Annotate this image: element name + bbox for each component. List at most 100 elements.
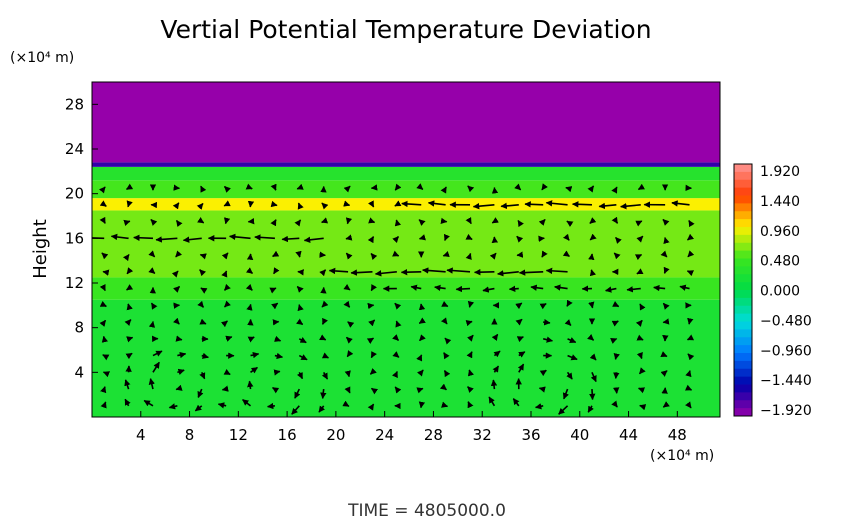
wind-vector	[590, 238, 592, 240]
colorbar-segment	[734, 298, 752, 306]
wind-vector	[275, 188, 276, 190]
colorbar-segment	[734, 266, 752, 274]
colorbar-segment	[734, 259, 752, 267]
colorbar-tick-label: −1.920	[760, 403, 812, 419]
wind-vector	[251, 188, 253, 189]
wind-vector	[104, 320, 105, 322]
colorbar-segment	[734, 400, 752, 408]
wind-vector	[641, 221, 642, 222]
wind-vector	[616, 187, 617, 188]
wind-vector	[640, 304, 641, 305]
wind-vector	[348, 289, 350, 290]
wind-vector	[225, 186, 227, 188]
wind-vector	[275, 220, 276, 222]
wind-vector	[665, 272, 666, 273]
colorbar: 1.9201.4400.9600.4800.000−0.480−0.960−1.…	[734, 164, 812, 419]
colorbar-segment	[734, 392, 752, 400]
wind-vector	[104, 387, 105, 389]
wind-vector	[324, 339, 326, 340]
wind-vector	[616, 406, 617, 407]
wind-vector	[641, 356, 642, 359]
wind-vector	[446, 389, 447, 390]
wind-vector	[641, 339, 643, 340]
colorbar-tick-label: −1.440	[760, 373, 812, 389]
x-tick-label: 12	[229, 426, 248, 444]
heat-band-2	[92, 210, 720, 277]
wind-vector	[421, 188, 423, 189]
wind-vector	[470, 322, 472, 323]
wind-vector	[104, 187, 105, 188]
heat-band-7	[92, 82, 720, 162]
wind-vector	[177, 339, 181, 340]
wind-vector	[445, 238, 446, 240]
wind-vector	[654, 287, 665, 288]
colorbar-segment	[734, 196, 752, 204]
colorbar-tick-label: −0.480	[760, 313, 812, 329]
wind-vector	[510, 289, 519, 290]
wind-vector	[347, 356, 348, 357]
colorbar-segment	[734, 251, 752, 259]
wind-vector	[639, 388, 641, 389]
wind-vector	[222, 389, 226, 390]
wind-vector	[297, 188, 299, 189]
wind-vector	[469, 370, 470, 372]
heat-band-1	[92, 277, 720, 299]
wind-vector	[299, 220, 300, 222]
wind-vector	[567, 305, 568, 306]
colorbar-tick-label: −0.960	[760, 343, 812, 359]
wind-vector	[201, 186, 202, 188]
wind-vector	[446, 406, 448, 407]
wind-vector	[371, 289, 372, 291]
wind-vector	[202, 203, 203, 204]
wind-vector	[641, 320, 642, 322]
colorbar-segment	[734, 385, 752, 393]
colorbar-segment	[734, 408, 752, 416]
colorbar-segment	[734, 180, 752, 188]
wind-vector	[346, 337, 348, 338]
colorbar-tick-label: 0.960	[760, 224, 800, 240]
wind-vector	[456, 289, 470, 290]
y-tick-label: 20	[65, 185, 84, 203]
wind-vector	[104, 336, 105, 338]
y-tick-label: 4	[74, 363, 84, 381]
wind-vector	[274, 272, 275, 274]
y-unit-label: (×10⁴ m)	[10, 50, 74, 66]
wind-vector	[268, 406, 275, 407]
wind-vector	[202, 222, 204, 223]
wind-vector	[616, 238, 617, 239]
wind-vector	[275, 205, 277, 206]
wind-vector	[275, 371, 280, 372]
wind-vector	[542, 255, 543, 257]
colorbar-tick-label: 1.920	[760, 164, 800, 180]
wind-vector	[470, 238, 472, 239]
wind-vector	[539, 388, 543, 389]
colorbar-segment	[734, 274, 752, 282]
wind-vector	[688, 339, 690, 340]
x-tick-label: 20	[326, 426, 345, 444]
y-tick-label: 24	[65, 140, 84, 158]
x-tick-label: 32	[473, 426, 492, 444]
y-axis-label: Height	[30, 219, 51, 279]
wind-vector	[616, 222, 617, 224]
chart-title: Vertial Potential Temperature Deviation	[160, 15, 651, 44]
wind-vector	[372, 205, 373, 207]
wind-vector	[372, 338, 373, 339]
wind-vector	[591, 270, 592, 272]
wind-vector	[103, 355, 104, 356]
y-tick-label: 28	[65, 95, 84, 113]
colorbar-segment	[734, 337, 752, 345]
wind-vector	[446, 187, 447, 188]
wind-vector	[616, 372, 617, 378]
wind-vector	[688, 354, 690, 356]
time-footer: TIME = 4805000.0	[347, 501, 506, 519]
colorbar-segment	[734, 219, 752, 227]
wind-vector	[127, 188, 129, 189]
wind-vector	[616, 321, 618, 322]
wind-vector	[224, 205, 226, 206]
colorbar-tick-label: 0.480	[760, 254, 800, 270]
wind-vector	[299, 203, 300, 205]
wind-vector	[134, 238, 153, 239]
wind-vector	[372, 237, 373, 239]
x-tick-label: 8	[185, 426, 195, 444]
